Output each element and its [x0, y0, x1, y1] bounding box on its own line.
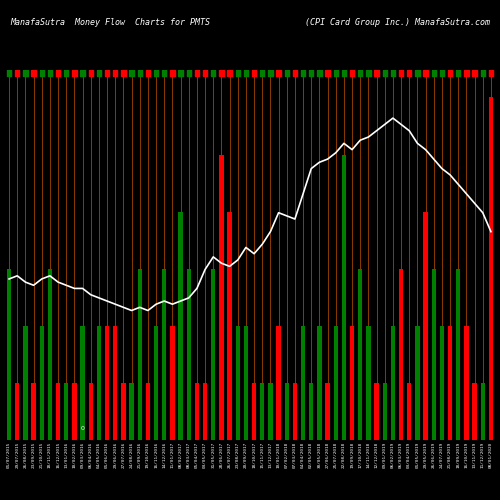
Bar — [186, 268, 191, 440]
Bar — [252, 383, 256, 440]
Bar — [350, 326, 354, 440]
Bar — [15, 383, 20, 440]
Bar — [178, 212, 183, 440]
Bar — [292, 383, 297, 440]
Bar — [382, 383, 387, 440]
Bar — [72, 383, 76, 440]
Text: ManafaSutra  Money Flow  Charts for PMTS: ManafaSutra Money Flow Charts for PMTS — [10, 18, 210, 27]
Bar — [448, 326, 452, 440]
Bar — [228, 212, 232, 440]
Bar — [284, 383, 289, 440]
Bar — [464, 326, 468, 440]
Bar — [407, 383, 412, 440]
Bar — [64, 383, 68, 440]
Bar — [334, 326, 338, 440]
Bar — [23, 326, 28, 440]
Bar — [472, 383, 477, 440]
Bar — [326, 383, 330, 440]
Bar — [309, 383, 314, 440]
Bar — [40, 326, 44, 440]
Bar — [219, 154, 224, 440]
Bar — [415, 326, 420, 440]
Text: 0: 0 — [80, 426, 84, 432]
Bar — [105, 326, 110, 440]
Bar — [96, 326, 101, 440]
Bar — [162, 268, 166, 440]
Bar — [456, 268, 460, 440]
Bar — [480, 383, 485, 440]
Bar — [211, 268, 216, 440]
Bar — [7, 268, 12, 440]
Bar — [80, 326, 85, 440]
Bar — [399, 268, 404, 440]
Bar — [366, 326, 370, 440]
Bar — [432, 268, 436, 440]
Bar — [121, 383, 126, 440]
Bar — [236, 326, 240, 440]
Bar — [146, 383, 150, 440]
Bar — [154, 326, 158, 440]
Bar — [244, 326, 248, 440]
Bar — [488, 98, 493, 440]
Bar — [317, 326, 322, 440]
Bar — [56, 383, 60, 440]
Bar — [424, 212, 428, 440]
Bar — [48, 268, 52, 440]
Bar — [390, 326, 395, 440]
Bar — [374, 383, 379, 440]
Bar — [301, 326, 306, 440]
Bar — [138, 268, 142, 440]
Bar — [342, 154, 346, 440]
Bar — [276, 326, 281, 440]
Bar — [113, 326, 117, 440]
Bar — [32, 383, 36, 440]
Text: (CPI Card Group Inc.) ManafaSutra.com: (CPI Card Group Inc.) ManafaSutra.com — [305, 18, 490, 27]
Bar — [194, 383, 199, 440]
Bar — [268, 383, 272, 440]
Bar — [130, 383, 134, 440]
Bar — [170, 326, 174, 440]
Bar — [358, 268, 362, 440]
Bar — [88, 383, 93, 440]
Bar — [203, 383, 207, 440]
Bar — [440, 326, 444, 440]
Bar — [260, 383, 264, 440]
